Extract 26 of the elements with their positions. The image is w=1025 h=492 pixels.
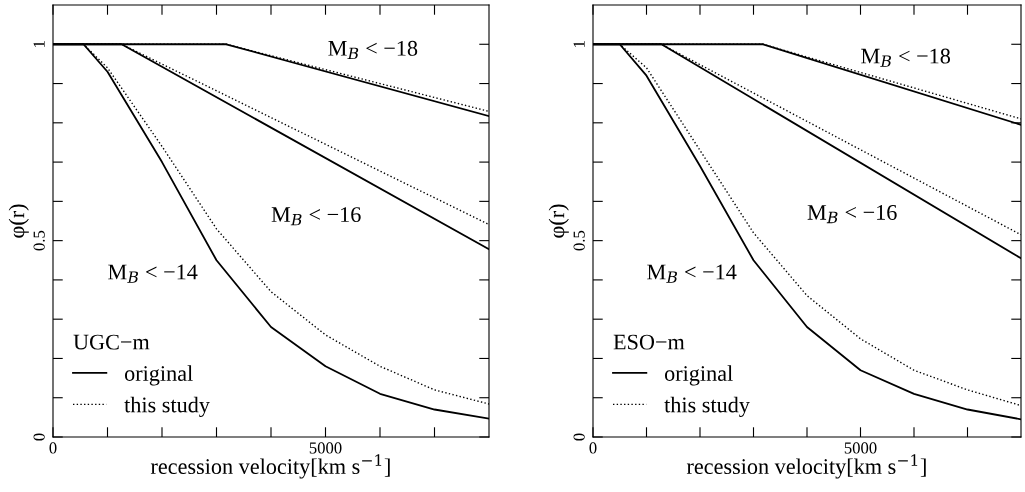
legend-label: original	[664, 365, 733, 386]
y-tick-label: 0	[573, 433, 585, 441]
y-tick-label: 0.5	[33, 230, 45, 251]
annotation: M$_{B}$ < −16	[271, 207, 361, 226]
y-tick-label: 1	[33, 41, 45, 47]
annotation: M$_{B}$ < −16	[807, 204, 897, 224]
legend-title: UGC−m	[73, 334, 150, 350]
annotation: M$_{B}$ < −14	[647, 264, 737, 283]
y-axis-title: φ(r)	[548, 204, 569, 238]
legend-label: this study	[124, 396, 210, 417]
x-tick-label: 0	[589, 442, 597, 454]
legend-label: original	[124, 365, 193, 386]
annotation: M$_{B}$ < −18	[861, 48, 951, 67]
x-tick-label: 5000	[309, 442, 342, 454]
y-tick-label: 0.5	[573, 230, 585, 251]
x-tick-label: 5000	[844, 442, 877, 454]
annotation: M$_{B}$ < −18	[328, 40, 418, 60]
legend-label: this study	[664, 396, 750, 417]
x-tick-label: 0	[49, 442, 57, 454]
y-tick-label: 0	[33, 433, 45, 441]
x-axis-title: recession velocity[km s$^{−1}$]	[686, 454, 926, 479]
legend-title: ESO−m	[613, 334, 685, 350]
y-axis-title: φ(r)	[8, 204, 29, 238]
annotation: M$_{B}$ < −14	[108, 264, 198, 283]
x-axis-title: recession velocity[km s$^{−1}$]	[150, 454, 390, 479]
y-tick-label: 1	[573, 41, 585, 47]
